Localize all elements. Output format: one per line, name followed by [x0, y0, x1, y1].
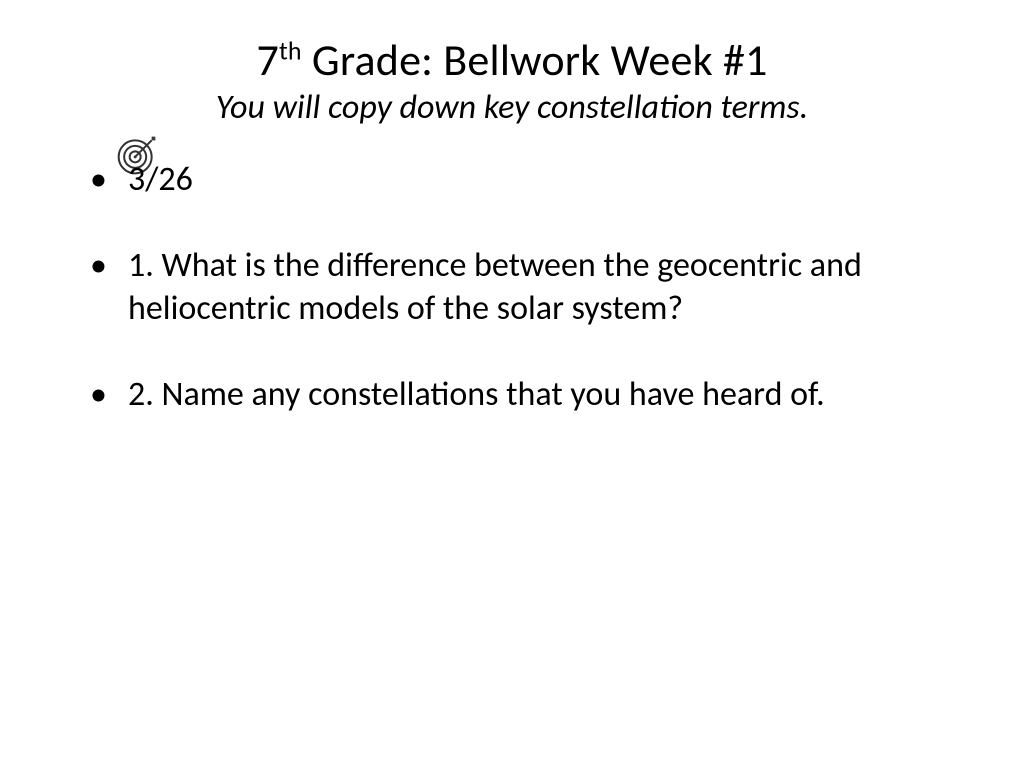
title-rest: Grade: Bellwork Week #1 [302, 33, 768, 87]
title-grade-number: 7 [256, 33, 279, 87]
bullet-text: 1. What is the difference between the ge… [128, 245, 862, 330]
content-area: 3/26 1. What is the difference between t… [60, 158, 964, 416]
bullet-text: 2. Name any constellations that you have… [128, 374, 825, 415]
list-item: 2. Name any constellations that you have… [90, 373, 954, 417]
slide: 7th Grade: Bellwork Week #1 You will cop… [0, 0, 1024, 768]
title-grade-suffix: th [279, 34, 302, 66]
list-item: 1. What is the difference between the ge… [90, 244, 954, 331]
bullet-list: 3/26 1. What is the difference between t… [90, 158, 954, 416]
subtitle-row: You will copy down key constellation ter… [60, 88, 964, 129]
slide-title: 7th Grade: Bellwork Week #1 [60, 35, 964, 86]
slide-subtitle: You will copy down key constellation ter… [216, 88, 808, 129]
list-item: 3/26 [90, 158, 954, 202]
bullet-text: 3/26 [128, 159, 193, 200]
title-block: 7th Grade: Bellwork Week #1 You will cop… [60, 35, 964, 128]
